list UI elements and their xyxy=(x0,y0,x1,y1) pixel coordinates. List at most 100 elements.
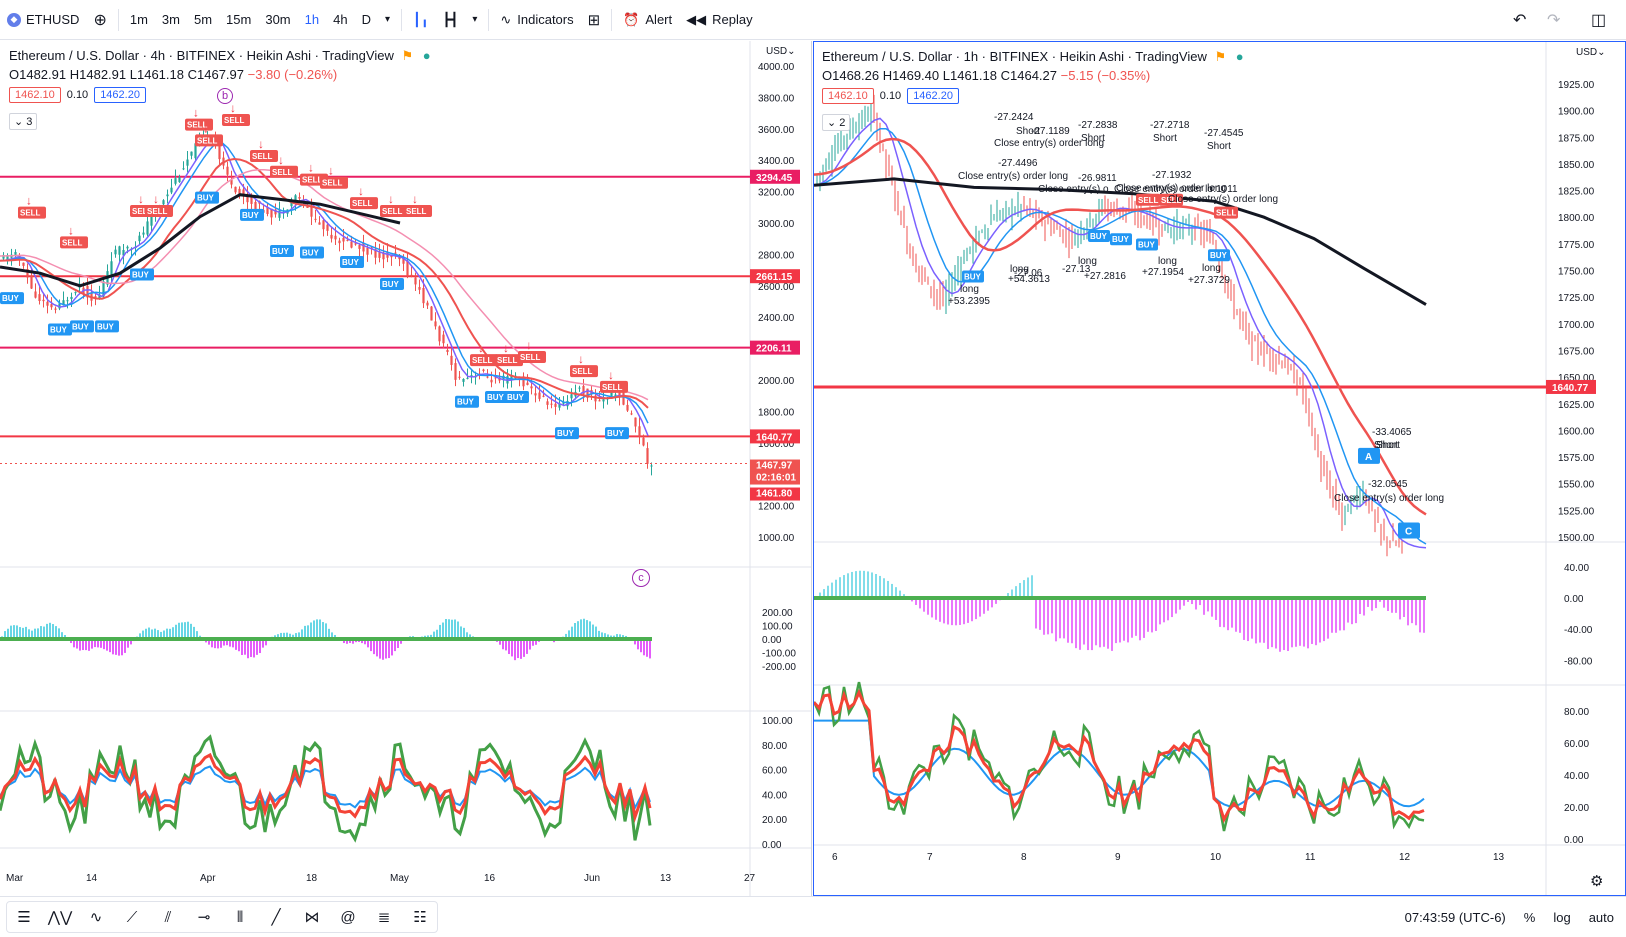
split-layout-icon[interactable]: ◫ xyxy=(1591,11,1607,29)
trend-line-icon[interactable]: ⟋ xyxy=(126,908,138,926)
price-axis-label: 2600.00 xyxy=(758,282,795,293)
time-axis-label: 6 xyxy=(832,852,838,863)
undo-icon[interactable]: ↶ xyxy=(1513,11,1527,29)
candle-body xyxy=(630,413,633,415)
settings-gear-icon[interactable]: ⚙ xyxy=(1590,873,1604,890)
candle-body xyxy=(418,286,421,290)
candle-body xyxy=(186,159,189,166)
candle-body xyxy=(626,404,629,411)
left-indicator-collapse[interactable]: ⌄ 3 xyxy=(9,113,38,130)
separator xyxy=(488,8,490,31)
symbol-label: ETHUSD xyxy=(26,12,80,27)
sell-signal: SELL↓ xyxy=(18,194,46,219)
line-tool-icon[interactable]: ╱ xyxy=(271,909,281,926)
buy-signal: BUY xyxy=(240,208,264,221)
time-axis-label: 7 xyxy=(927,852,933,863)
sell-signal: SELL↓ xyxy=(222,101,250,126)
left-chart-canvas[interactable]: 4000.003800.003600.003400.003200.003000.… xyxy=(0,41,812,896)
candle-style-icon[interactable]: ┣┫ xyxy=(442,11,459,27)
abc-pattern-icon[interactable]: ⋀⋁ xyxy=(47,909,73,926)
sell-label: SELL xyxy=(520,353,541,362)
sell-signal: SELL↓ xyxy=(570,352,598,378)
rsi-axis-label: 80.00 xyxy=(1564,707,1589,718)
replay-label: Replay xyxy=(712,12,753,27)
wave-a-label: A xyxy=(1365,452,1372,463)
interval-d[interactable]: D xyxy=(361,12,371,27)
log-toggle[interactable]: log xyxy=(1553,909,1571,925)
replay-button[interactable]: ◀◀ Replay xyxy=(679,0,759,40)
interval-30m[interactable]: 30m xyxy=(265,12,291,27)
strategy-annotation: -27.4545 xyxy=(1204,128,1244,139)
compare-add-icon[interactable]: ⊕ xyxy=(93,11,107,29)
strategy-annotation: -26.9811 xyxy=(1078,173,1117,184)
vertical-lines-icon[interactable]: ⦀ xyxy=(236,908,244,926)
candle-body xyxy=(170,187,173,193)
left-bid[interactable]: 1462.10 xyxy=(9,87,61,103)
price-axis-label: 1625.00 xyxy=(1558,400,1595,411)
candle-body xyxy=(6,255,9,262)
left-ask[interactable]: 1462.20 xyxy=(94,87,146,103)
redo-icon[interactable]: ↷ xyxy=(1547,11,1561,29)
right-ask[interactable]: 1462.20 xyxy=(907,88,959,104)
clock-time[interactable]: 07:43:59 (UTC-6) xyxy=(1404,909,1506,925)
time-axis-label: 16 xyxy=(484,873,496,884)
strategy-annotation: Short xyxy=(1153,133,1177,144)
buy-label: BUY xyxy=(302,249,320,258)
buy-badge xyxy=(240,208,264,221)
candle-body xyxy=(334,235,337,240)
buy-signal: BUY xyxy=(95,320,119,333)
left-currency[interactable]: USD⌄ xyxy=(766,46,796,57)
strategy-annotation: +27.1954 xyxy=(1142,267,1184,278)
price-tag-label: 02:16:01 xyxy=(756,473,796,484)
interval-4h[interactable]: 4h xyxy=(333,12,348,27)
elliott-wave-icon[interactable]: ∿ xyxy=(89,909,103,926)
auto-toggle[interactable]: auto xyxy=(1588,909,1614,925)
osc-axis-label: -200.00 xyxy=(762,662,796,673)
strategy-annotation: -32.0545 xyxy=(1368,479,1408,490)
right-chart-pane[interactable]: 1925.00 1900.00 1875.00 1850.00 1825.00 1800.… xyxy=(813,41,1626,896)
fib-levels-icon[interactable]: ≣ xyxy=(377,909,391,926)
interval-15m[interactable]: 15m xyxy=(226,12,252,27)
strategy-annotation: Close entry(s) order long xyxy=(994,138,1105,149)
buy-badge xyxy=(605,427,629,440)
xabcd-pattern-icon[interactable]: ⋈ xyxy=(304,909,320,926)
parallel-channel-icon[interactable]: ⫽ xyxy=(164,908,172,926)
right-indicator-collapse[interactable]: ⌄ 2 xyxy=(822,114,851,131)
candle-body xyxy=(142,232,145,235)
right-title-text: Ethereum / U.S. Dollar · 1h · BITFINEX ·… xyxy=(822,49,1207,64)
price-axis-label: 3200.00 xyxy=(758,188,795,199)
right-chart-canvas[interactable]: 1925.00 1900.00 1875.00 1850.00 1825.00 1800.… xyxy=(814,42,1625,895)
candle-body xyxy=(162,200,165,205)
alert-button[interactable]: ⏰ Alert xyxy=(616,0,679,40)
buy-signal: BUY xyxy=(485,390,509,403)
price-axis-label: 1200.00 xyxy=(758,502,795,513)
rsi-signal-line xyxy=(814,719,1425,808)
candle-body xyxy=(406,261,409,277)
interval-1m[interactable]: 1m xyxy=(129,12,148,27)
percent-toggle[interactable]: % xyxy=(1523,909,1536,925)
price-axis-label: 1800.00 xyxy=(1558,213,1595,224)
chart-type-dropdown-icon[interactable]: ▾ xyxy=(472,14,478,25)
symbol-search[interactable]: ◆ ETHUSD xyxy=(0,0,86,40)
rsi-slow-line xyxy=(0,752,652,823)
interval-1h[interactable]: 1h xyxy=(304,12,320,27)
spiral-icon[interactable]: @ xyxy=(340,908,356,926)
right-bid[interactable]: 1462.10 xyxy=(822,88,874,104)
horizontal-ray-icon[interactable]: ⊸ xyxy=(197,909,211,926)
buy-signal: BUY xyxy=(300,246,324,259)
strategy-annotation: Close entry(s) order lo xyxy=(1114,184,1213,195)
fib-channel-icon[interactable]: ☷ xyxy=(413,909,427,926)
right-currency[interactable]: USD⌄ xyxy=(1576,47,1606,58)
layout-grid-icon[interactable]: ⊞ xyxy=(587,11,601,29)
price-tag-bg xyxy=(750,459,800,473)
interval-3m[interactable]: 3m xyxy=(161,12,180,27)
bar-style-icon[interactable]: ┃╻ xyxy=(413,11,429,27)
indicators-button[interactable]: ∿ Indicators xyxy=(493,0,580,40)
level-price-label: 3294.45 xyxy=(756,173,793,184)
menu-lines-icon[interactable]: ☰ xyxy=(17,909,31,926)
rsi-axis-label: 20.00 xyxy=(762,815,787,826)
price-axis-label: 1750.00 xyxy=(1558,267,1595,278)
left-chart-pane[interactable]: 4000.00 3800.00 3600.00 3400.00 3200.00 3000.… xyxy=(0,41,812,896)
interval-dropdown-icon[interactable]: ▾ xyxy=(384,14,390,25)
interval-5m[interactable]: 5m xyxy=(193,12,213,27)
